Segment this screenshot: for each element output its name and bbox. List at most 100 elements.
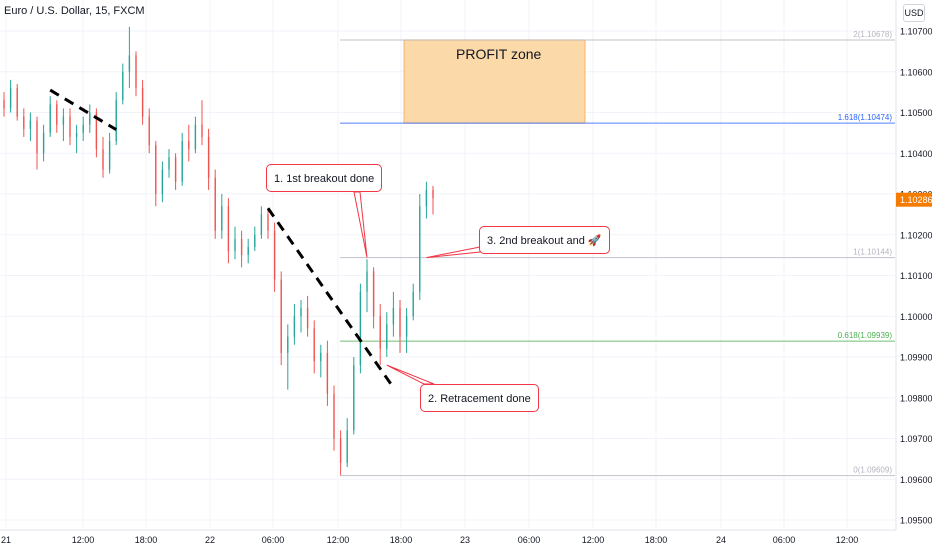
candle-body: [141, 88, 144, 117]
candle-body: [306, 308, 309, 329]
candle-body: [221, 206, 223, 231]
candle-body: [227, 206, 230, 252]
candle-body: [155, 145, 157, 194]
x-tick-label: 12:00: [836, 535, 859, 545]
last-price-badge: [896, 192, 932, 207]
callout-pointer: [353, 191, 368, 258]
candle-body: [287, 336, 289, 353]
candle-body: [254, 234, 256, 247]
candles-layer: [3, 26, 434, 476]
candle-body: [419, 206, 421, 292]
currency-button[interactable]: USD: [903, 4, 925, 22]
candle-body: [49, 104, 51, 133]
candle-body: [36, 120, 38, 154]
candle-body: [188, 141, 190, 150]
candle-body: [3, 100, 5, 109]
candle-body: [9, 88, 12, 109]
fib-label: 0(1.09609): [853, 466, 892, 475]
x-tick-label: 12:00: [582, 535, 605, 545]
y-tick-label: 1.09800: [900, 393, 932, 403]
candle-body: [399, 308, 401, 337]
candle-body: [273, 230, 276, 280]
trendlines-layer: [49, 88, 395, 389]
candle-body: [300, 308, 302, 317]
candle-body: [412, 291, 414, 317]
candle-body: [247, 246, 249, 256]
candle-body: [75, 132, 78, 137]
candle-body: [128, 55, 131, 72]
x-tick-label: 18:00: [645, 535, 668, 545]
candle-body: [148, 116, 150, 146]
candle-body: [122, 71, 124, 101]
candle-body: [260, 214, 263, 235]
candle-body: [313, 328, 315, 362]
candle-body: [353, 365, 355, 431]
y-tick-label: 1.10700: [900, 27, 932, 37]
candle-body: [95, 112, 98, 150]
symbol-title[interactable]: Euro / U.S. Dollar, 15, FXCM: [4, 5, 145, 17]
trendline-1: [49, 88, 117, 131]
profit-zone-rect: [403, 39, 586, 124]
y-tick-label: 1.10600: [900, 67, 932, 77]
annotation-2nd-breakout[interactable]: 3. 2nd breakout and 🚀: [479, 226, 610, 254]
candle-body: [135, 55, 137, 89]
x-tick-label: 12:00: [72, 535, 95, 545]
x-tick-label: 18:00: [390, 535, 413, 545]
candle-body: [280, 279, 282, 353]
x-tick-label: 12:00: [327, 535, 350, 545]
candle-body: [108, 141, 111, 170]
candle-body: [359, 291, 362, 366]
candle-body: [181, 141, 183, 182]
candle-body: [194, 124, 197, 150]
candle-body: [234, 238, 236, 252]
candle-body: [392, 308, 395, 325]
candle-body: [214, 177, 216, 231]
candle-body: [115, 100, 117, 142]
y-tick-label: 1.10400: [900, 149, 932, 159]
y-tick-label: 1.10200: [900, 230, 932, 240]
candle-body: [293, 316, 296, 337]
fib-label: 2(1.10678): [853, 30, 892, 39]
annotation-1st-breakout[interactable]: 1. 1st breakout done: [266, 164, 383, 192]
trendline-2: [266, 207, 395, 389]
y-tick-label: 1.10000: [900, 312, 932, 322]
candle-body: [339, 438, 342, 463]
candle-body: [333, 393, 335, 439]
grid-layer: [0, 0, 895, 528]
candle-body: [201, 124, 203, 137]
candle-body: [432, 189, 434, 199]
candle-body: [379, 316, 381, 349]
x-tick-label: 24: [716, 535, 726, 545]
candle-body: [23, 116, 25, 129]
candle-body: [267, 214, 269, 231]
x-tick-label: 21: [1, 535, 11, 545]
candle-body: [16, 88, 18, 117]
candle-body: [161, 169, 164, 194]
candle-body: [56, 104, 58, 125]
candle-body: [42, 132, 45, 154]
candle-body: [240, 238, 243, 256]
candle-body: [326, 352, 329, 394]
fib-label: 1.618(1.10474): [838, 113, 893, 122]
x-tick-label: 22: [205, 535, 215, 545]
candle-body: [405, 316, 408, 337]
candle-body: [174, 157, 177, 182]
candle-body: [69, 116, 71, 137]
candle-body: [82, 124, 84, 133]
annotation-retracement[interactable]: 2. Retracement done: [420, 384, 539, 412]
y-tick-label: 1.09600: [900, 475, 932, 485]
candle-body: [346, 430, 348, 463]
x-tick-label: 06:00: [518, 535, 541, 545]
candle-body: [29, 120, 32, 129]
x-tick-label: 18:00: [135, 535, 158, 545]
callout-pointer: [386, 364, 435, 385]
x-tick-label: 06:00: [773, 535, 796, 545]
fib-label: 0.618(1.09939): [838, 331, 893, 340]
y-tick-label: 1.10100: [900, 271, 932, 281]
candle-body: [168, 157, 170, 170]
last-price-label: 1.10286: [900, 195, 932, 205]
x-tick-label: 23: [460, 535, 470, 545]
